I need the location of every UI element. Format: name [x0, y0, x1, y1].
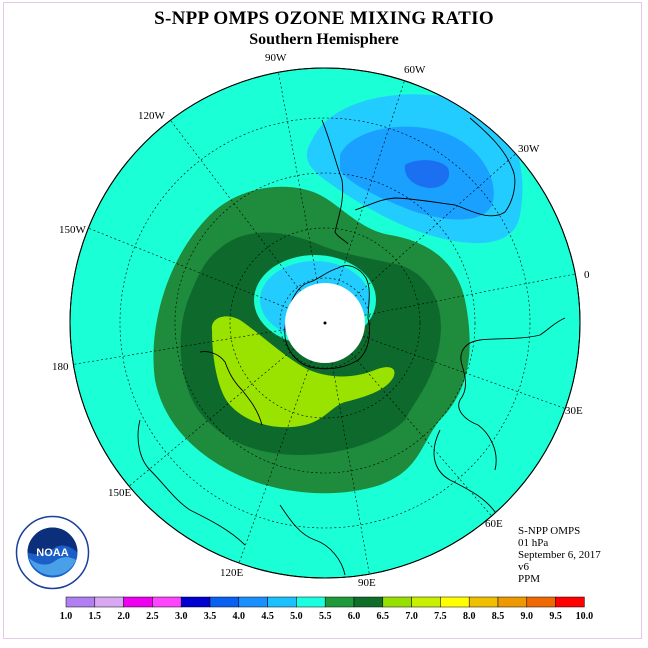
info-level: 01 hPa	[518, 537, 549, 549]
colorbar-swatch	[238, 596, 268, 608]
contour-yellow-green	[211, 316, 395, 428]
colorbar-tick-label: 3.0	[174, 611, 188, 622]
lon-label-150w: 150W	[59, 224, 87, 236]
colorbar-swatch	[94, 596, 124, 608]
colorbar-swatch	[180, 596, 211, 608]
colorbar-tick-label: 8.5	[491, 611, 505, 622]
colorbar-tick-label: 9.5	[549, 611, 562, 622]
plot-frame	[3, 2, 642, 639]
colorbar-tick-label: 2.5	[146, 611, 159, 622]
lon-label-90w: 90W	[265, 52, 287, 64]
colorbar-tick-label: 6.0	[347, 611, 361, 622]
colorbar-swatch	[353, 596, 384, 608]
lon-label-60e: 60E	[485, 518, 503, 530]
noaa-logo: NOAA	[15, 515, 90, 590]
colorbar-swatch	[440, 596, 470, 608]
colorbar-tick-label: 6.5	[376, 611, 390, 622]
lon-label-0: 0	[584, 269, 590, 281]
info-version: v6	[518, 561, 529, 573]
colorbar-tick-label: 9.0	[520, 611, 534, 622]
graticule	[70, 69, 580, 578]
colorbar-swatch	[497, 596, 528, 608]
lon-label-60w: 60W	[404, 64, 426, 76]
colorbar-swatch	[65, 596, 96, 608]
colorbar-swatch	[555, 596, 585, 608]
colorbar-swatch	[209, 596, 240, 608]
lon-label-150e: 150E	[108, 487, 132, 499]
colorbar-tick-label: 3.5	[203, 611, 217, 622]
colorbar-swatch	[468, 596, 499, 608]
page-title: S-NPP OMPS OZONE MIXING RATIO	[154, 8, 494, 29]
colorbar-tick-label: 7.5	[434, 611, 447, 622]
colorbar-swatch	[123, 596, 153, 608]
colorbar-swatch	[152, 596, 182, 608]
lon-label-120w: 120W	[138, 110, 166, 122]
colorbar-swatch	[382, 596, 412, 608]
colorbar-tick-label: 5.5	[318, 611, 332, 622]
colorbar-swatch	[526, 596, 556, 608]
contour-deep-blue	[404, 160, 450, 188]
lon-label-120e: 120E	[220, 567, 244, 579]
colorbar-tick-label: 10.0	[575, 611, 594, 622]
colorbar-swatch	[296, 596, 326, 608]
page-subtitle: Southern Hemisphere	[249, 31, 399, 48]
colorbar-tick-label: 7.0	[405, 611, 418, 622]
colorbar-tick-label: 1.0	[59, 611, 73, 622]
info-units: PPM	[518, 573, 541, 585]
colorbar-tick-label: 4.5	[261, 611, 274, 622]
noaa-logo-text: NOAA	[36, 547, 68, 559]
lon-label-30w: 30W	[518, 143, 540, 155]
colorbar-tick-label: 5.0	[290, 611, 303, 622]
colorbar-swatch	[324, 596, 355, 608]
colorbar-swatch	[267, 596, 297, 608]
lon-label-180: 180	[52, 361, 69, 373]
colorbar-tick-label: 2.0	[117, 611, 130, 622]
colorbar-tick-label: 8.0	[462, 611, 476, 622]
info-instrument: S-NPP OMPS	[518, 525, 581, 537]
info-date: September 6, 2017	[518, 549, 601, 561]
south-pole-marker	[323, 321, 327, 325]
colorbar-tick-label: 4.0	[232, 611, 246, 622]
lon-label-90e: 90E	[358, 577, 376, 589]
colorbar-swatch	[411, 596, 441, 608]
colorbar-tick-label: 1.5	[88, 611, 102, 622]
coastlines	[129, 117, 566, 576]
colorbar	[65, 596, 585, 608]
lon-label-30e: 30E	[565, 405, 583, 417]
